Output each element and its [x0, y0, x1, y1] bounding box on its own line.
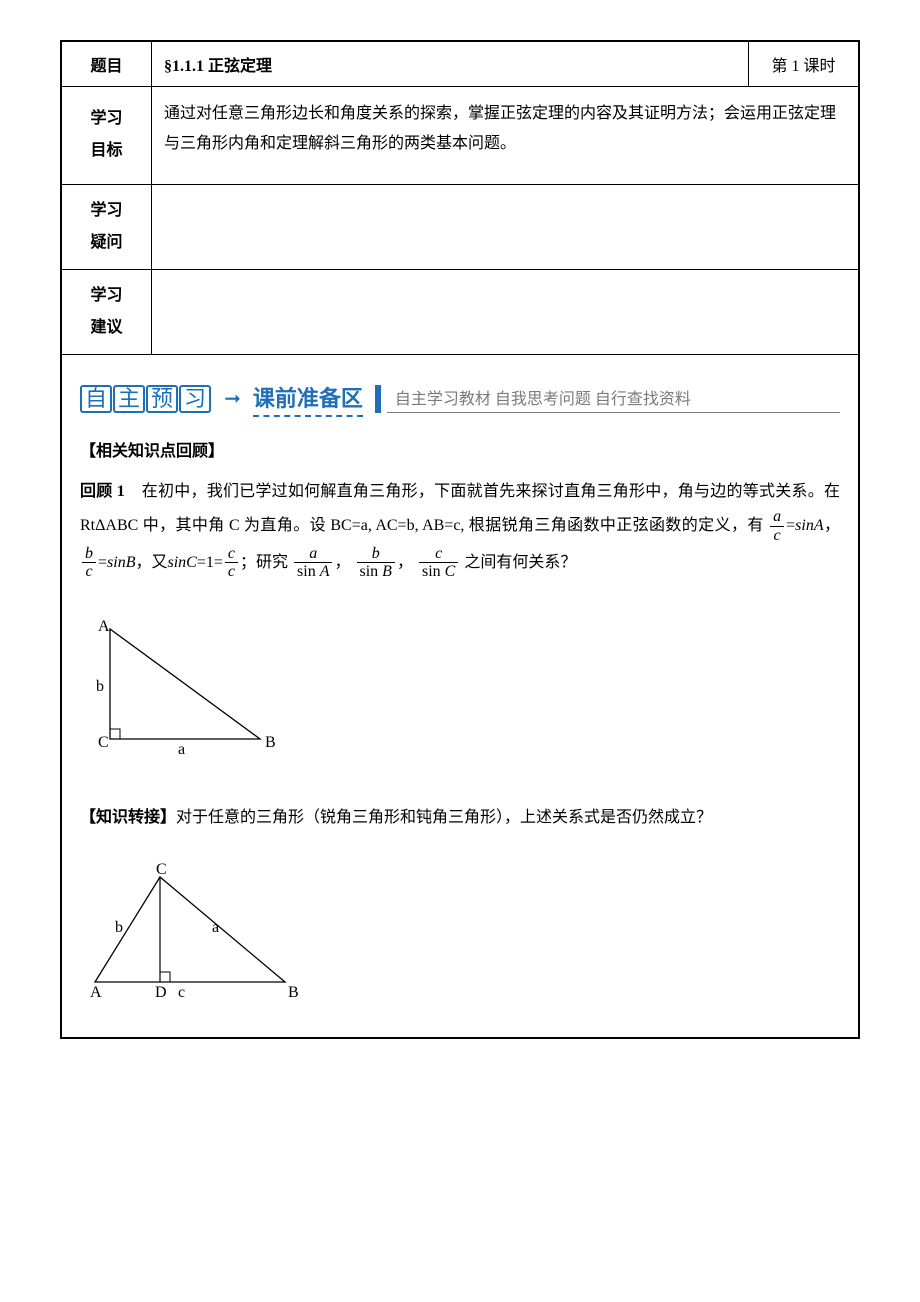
transfer-paragraph: 【知识转接】对于任意的三角形（锐角三角形和钝角三角形），上述关系式是否仍然成立？	[80, 802, 840, 834]
review-paragraph: 回顾 1 在初中，我们已学过如何解直角三角形，下面就首先来探讨直角三角形中，角与…	[80, 475, 840, 581]
title-label: 题目	[62, 42, 152, 87]
advice-label: 学习 建议	[62, 269, 152, 354]
frac-b-over-sinB: bsin B	[357, 545, 395, 581]
vertex-B: B	[265, 734, 276, 751]
banner-subtitle: 自主学习教材 自我思考问题 自行查找资料	[387, 385, 840, 413]
side-c2: c	[178, 984, 185, 1001]
vertex-A: A	[98, 618, 110, 635]
frac-c-over-c: cc	[225, 545, 238, 581]
banner-separator	[375, 385, 381, 413]
banner-char-3: 预	[146, 385, 178, 413]
side-b2: b	[115, 919, 123, 936]
content-area: 自 主 预 习 ➞ 课前准备区 自主学习教材 自我思考问题 自行查找资料 【相关…	[61, 355, 859, 1038]
vertex-B2: B	[288, 984, 299, 1001]
section2-text: 对于任意的三角形（锐角三角形和钝角三角形），上述关系式是否仍然成立？	[176, 809, 712, 826]
section2-title: 【知识转接】	[80, 809, 176, 826]
document-frame: 题目 §1.1.1 正弦定理 第 1 课时 学习 目标 通过对任意三角形边长和角…	[60, 40, 860, 1039]
review-lead: 回顾 1	[80, 483, 125, 500]
frac-b-over-c-1: bc	[82, 545, 96, 581]
vertex-A2: A	[90, 984, 102, 1001]
prep-banner: 自 主 预 习 ➞ 课前准备区 自主学习教材 自我思考问题 自行查找资料	[80, 381, 840, 417]
advice-value	[152, 269, 859, 354]
vertex-D: D	[155, 984, 167, 1001]
side-a: a	[178, 741, 185, 758]
side-a2: a	[212, 919, 219, 936]
frac-c-over-sinC: csin C	[419, 545, 458, 581]
right-triangle-diagram: A C B b a	[90, 609, 840, 774]
triangle2-svg: C A B D b a c	[90, 862, 310, 1002]
frac-a-over-c-1: ac	[770, 508, 784, 544]
banner-char-1: 自	[80, 385, 112, 413]
banner-title: 课前准备区	[253, 381, 363, 417]
arrow-icon: ➞	[224, 386, 241, 411]
title-value: §1.1.1 正弦定理	[152, 42, 749, 87]
doubt-label: 学习 疑问	[62, 184, 152, 269]
lesson-label: 第 1 课时	[749, 42, 859, 87]
frac-a-over-sinA: asin A	[294, 545, 332, 581]
goal-label: 学习 目标	[62, 87, 152, 185]
banner-left-boxes: 自 主 预 习	[80, 385, 212, 413]
side-b: b	[96, 678, 104, 695]
banner-char-4: 习	[179, 385, 211, 413]
goal-value: 通过对任意三角形边长和角度关系的探索，掌握正弦定理的内容及其证明方法；会运用正弦…	[152, 87, 859, 185]
general-triangle-diagram: C A B D b a c	[90, 862, 840, 1007]
review-text: 在初中，我们已学过如何解直角三角形，下面就首先来探讨直角三角形中，角与边的等式关…	[80, 483, 840, 534]
banner-char-2: 主	[113, 385, 145, 413]
vertex-C: C	[98, 734, 109, 751]
vertex-C2: C	[156, 862, 167, 878]
doubt-value	[152, 184, 859, 269]
header-table: 题目 §1.1.1 正弦定理 第 1 课时 学习 目标 通过对任意三角形边长和角…	[61, 41, 859, 355]
triangle1-svg: A C B b a	[90, 609, 300, 769]
section1-title: 【相关知识点回顾】	[80, 437, 840, 461]
